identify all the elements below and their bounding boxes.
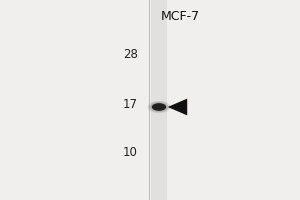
Ellipse shape	[150, 102, 168, 112]
Text: MCF-7: MCF-7	[160, 10, 200, 23]
Text: 17: 17	[123, 98, 138, 110]
Text: 28: 28	[123, 47, 138, 60]
Polygon shape	[168, 99, 187, 115]
Bar	[151, 0, 167, 200]
Ellipse shape	[152, 103, 166, 111]
Text: 10: 10	[123, 146, 138, 158]
Ellipse shape	[148, 101, 170, 113]
